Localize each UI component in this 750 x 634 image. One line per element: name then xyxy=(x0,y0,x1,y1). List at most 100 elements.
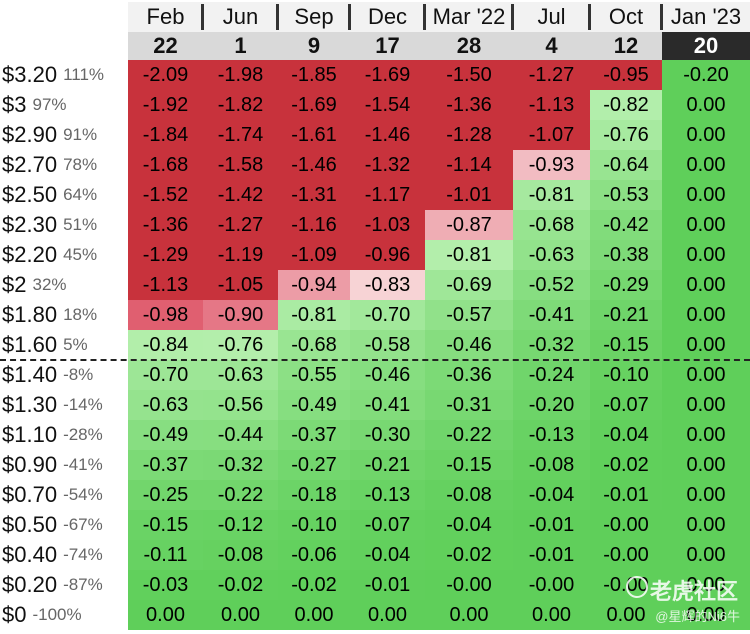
row-percent-change: 45% xyxy=(63,245,98,264)
heatmap-cell: -1.50 xyxy=(425,60,513,90)
heatmap-cell: 0.00 xyxy=(662,540,750,570)
heatmap-cell: -0.63 xyxy=(513,240,590,270)
row-price: $1.80 xyxy=(2,302,58,327)
row-price: $1.10 xyxy=(2,422,58,447)
heatmap-cell: -0.22 xyxy=(203,480,278,510)
heatmap-cell: -0.07 xyxy=(590,390,662,420)
column-separator xyxy=(660,4,663,30)
heatmap-cell: -0.81 xyxy=(513,180,590,210)
heatmap-cell: -0.21 xyxy=(350,450,425,480)
heatmap-cell: 0.00 xyxy=(662,90,750,120)
heatmap-cell: -2.09 xyxy=(128,60,203,90)
row-price: $3 xyxy=(2,92,27,117)
row-label: $1.40 -8% xyxy=(0,360,128,390)
heatmap-cell: -1.03 xyxy=(350,210,425,240)
row-label: $0 -100% xyxy=(0,600,128,630)
column-header-month: Jul xyxy=(513,2,590,32)
heatmap-cell: -0.36 xyxy=(425,360,513,390)
heatmap-cell: -1.54 xyxy=(350,90,425,120)
row-label: $2.50 64% xyxy=(0,180,128,210)
heatmap-cell: -0.90 xyxy=(203,300,278,330)
column-separator xyxy=(511,4,514,30)
heatmap-cell: -0.44 xyxy=(203,420,278,450)
heatmap-cell: -0.53 xyxy=(590,180,662,210)
heatmap-cell: -0.95 xyxy=(590,60,662,90)
heatmap-cell: -0.56 xyxy=(203,390,278,420)
heatmap-cell: 0.00 xyxy=(662,510,750,540)
watermark-handle: @星辉的Ni6牛 xyxy=(655,609,740,624)
heatmap-cell: -0.76 xyxy=(590,120,662,150)
row-price: $2.70 xyxy=(2,152,58,177)
row-percent-change: -41% xyxy=(63,455,103,474)
row-percent-change: -54% xyxy=(63,485,103,504)
heatmap-cell: -1.85 xyxy=(278,60,350,90)
heatmap-cell: 0.00 xyxy=(662,330,750,360)
heatmap-cell: -1.36 xyxy=(425,90,513,120)
column-header-day: 20 xyxy=(662,32,750,60)
row-label: $0.40 -74% xyxy=(0,540,128,570)
heatmap-cell: -1.42 xyxy=(203,180,278,210)
heatmap-cell: 0.00 xyxy=(590,600,662,630)
heatmap-cell: 0.00 xyxy=(662,420,750,450)
column-header-month: Jun xyxy=(203,2,278,32)
heatmap-cell: -0.76 xyxy=(203,330,278,360)
heatmap-cell: -0.20 xyxy=(513,390,590,420)
row-percent-change: 91% xyxy=(63,125,98,144)
heatmap-cell: 0.00 xyxy=(513,600,590,630)
heatmap-cell: -0.15 xyxy=(128,510,203,540)
heatmap-cell: -1.32 xyxy=(350,150,425,180)
current-price-divider xyxy=(0,359,750,361)
heatmap-cell: -0.83 xyxy=(350,270,425,300)
row-price: $0.90 xyxy=(2,452,58,477)
heatmap-cell: 0.00 xyxy=(662,360,750,390)
heatmap-cell: -1.31 xyxy=(278,180,350,210)
heatmap-cell: 0.00 xyxy=(662,390,750,420)
heatmap-cell: -0.20 xyxy=(662,60,750,90)
heatmap-cell: -0.00 xyxy=(590,540,662,570)
heatmap-cell: 0.00 xyxy=(662,480,750,510)
heatmap-cell: -0.18 xyxy=(278,480,350,510)
heatmap-cell: -0.21 xyxy=(590,300,662,330)
heatmap-cell: -0.25 xyxy=(128,480,203,510)
heatmap-cell: -1.13 xyxy=(513,90,590,120)
heatmap-cell: -1.46 xyxy=(350,120,425,150)
heatmap-cell: -1.69 xyxy=(278,90,350,120)
heatmap-cell: -1.68 xyxy=(128,150,203,180)
heatmap-cell: -0.01 xyxy=(513,510,590,540)
heatmap-cell: -0.38 xyxy=(590,240,662,270)
column-separator xyxy=(276,4,279,30)
row-price: $1.40 xyxy=(2,362,58,387)
row-price: $0 xyxy=(2,602,27,627)
row-label: $1.80 18% xyxy=(0,300,128,330)
heatmap-cell: -1.69 xyxy=(350,60,425,90)
row-price: $3.20 xyxy=(2,62,58,87)
heatmap-cell: -0.11 xyxy=(128,540,203,570)
row-percent-change: 51% xyxy=(63,215,98,234)
heatmap-cell: -0.57 xyxy=(425,300,513,330)
heatmap-cell: -1.58 xyxy=(203,150,278,180)
heatmap-cell: -0.04 xyxy=(425,510,513,540)
column-header-day: 28 xyxy=(425,32,513,60)
heatmap-cell: -1.07 xyxy=(513,120,590,150)
heatmap-cell: -0.15 xyxy=(590,330,662,360)
heatmap-cell: -0.08 xyxy=(203,540,278,570)
heatmap-cell: 0.00 xyxy=(278,600,350,630)
row-price: $2.90 xyxy=(2,122,58,147)
heatmap-cell: -0.07 xyxy=(350,510,425,540)
column-header-month: Oct xyxy=(590,2,662,32)
heatmap-cell: -1.74 xyxy=(203,120,278,150)
heatmap-cell: 0.00 xyxy=(662,210,750,240)
heatmap-cell: -0.41 xyxy=(513,300,590,330)
column-separator xyxy=(588,4,591,30)
column-header-month: Dec xyxy=(350,2,425,32)
heatmap-cell: -0.01 xyxy=(513,540,590,570)
column-header-month: Mar '22 xyxy=(425,2,513,32)
heatmap-cell: -1.05 xyxy=(203,270,278,300)
heatmap-cell: -0.24 xyxy=(513,360,590,390)
row-percent-change: 97% xyxy=(32,95,67,114)
tiger-logo-icon xyxy=(626,576,648,598)
heatmap-cell: -0.87 xyxy=(425,210,513,240)
row-percent-change: -67% xyxy=(63,515,103,534)
row-label: $3.20 111% xyxy=(0,60,128,90)
